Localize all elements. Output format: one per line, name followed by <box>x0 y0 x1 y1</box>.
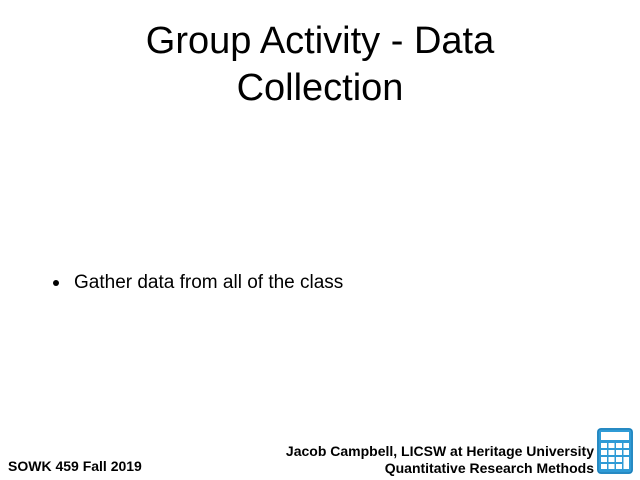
slide-title-line-1: Group Activity - Data <box>145 20 495 62</box>
footer-author: Jacob Campbell, LICSW at Heritage Univer… <box>285 443 594 459</box>
bullet-list: Gather data from all of the class <box>50 270 343 296</box>
bullet-dot-icon <box>53 280 59 286</box>
bullet-item: Gather data from all of the class <box>50 270 343 296</box>
bullet-text: Gather data from all of the class <box>74 272 344 293</box>
footer-attribution: Jacob Campbell, LICSW at Heritage Univer… <box>286 443 594 477</box>
calculator-icon <box>597 428 633 474</box>
slide-title: Group Activity - Data Collection <box>0 18 640 112</box>
slide-title-line-2: Collection <box>236 67 404 109</box>
footer-course: SOWK 459 Fall 2019 <box>8 458 142 474</box>
footer-subject: Quantitative Research Methods <box>384 460 594 476</box>
